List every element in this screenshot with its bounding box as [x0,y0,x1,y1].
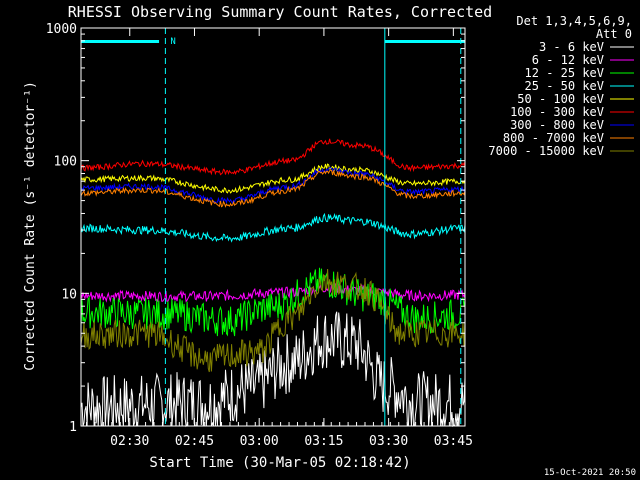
series-line [80,311,466,428]
y-axis-label: Corrected Count Rate (s⁻¹ detector⁻¹) [23,81,38,371]
x-axis-label: Start Time (30-Mar-05 02:18:42) [149,455,410,471]
series-line [80,212,466,243]
y-tick-label: 1 [69,420,77,435]
series-line [80,163,466,194]
series-line [80,166,466,205]
axes: 1 10 100 1000 02:30 02:45 03:00 03:15 03:30 03:45 [46,22,473,449]
saa-flag-bar [384,40,465,43]
legend-label: 25 - 50 keV [525,79,604,93]
x-tick-label: 03:15 [304,434,343,449]
plot-frame [80,27,466,427]
x-tick-label: 03:30 [369,434,408,449]
legend-label: 6 - 12 keV [532,53,604,67]
x-tick-label: 03:00 [240,434,279,449]
y-tick-label: 10 [61,287,77,302]
y-tick-label: 100 [54,155,77,170]
legend-label: 12 - 25 keV [525,66,604,80]
series-line [80,268,466,373]
y-tick-label: 1000 [46,22,77,37]
x-tick-label: 02:45 [175,434,214,449]
series-line [80,282,466,303]
series-line [80,267,466,337]
legend-label: 50 - 100 keV [517,92,604,106]
saa-flag-bar [81,40,160,43]
series-line [80,138,466,176]
n-marker-label: N [170,37,175,47]
series-layer [80,138,466,428]
legend-label: 800 - 7000 keV [503,131,604,145]
legend-label: 7000 - 15000 keV [488,144,604,158]
chart-title: RHESSI Observing Summary Count Rates, Co… [68,3,492,21]
legend-label: 300 - 800 keV [510,118,604,132]
series-line [80,169,466,208]
legend-label: 100 - 300 keV [510,105,604,119]
legend-header-line1: Det 1,3,4,5,6,9, [516,14,632,28]
footer-timestamp: 15-Oct-2021 20:50 [544,468,636,478]
x-tick-label: 02:30 [110,434,149,449]
x-tick-label: 03:45 [434,434,473,449]
legend-header-line2: Att 0 [596,27,632,41]
legend-label: 3 - 6 keV [539,40,604,54]
